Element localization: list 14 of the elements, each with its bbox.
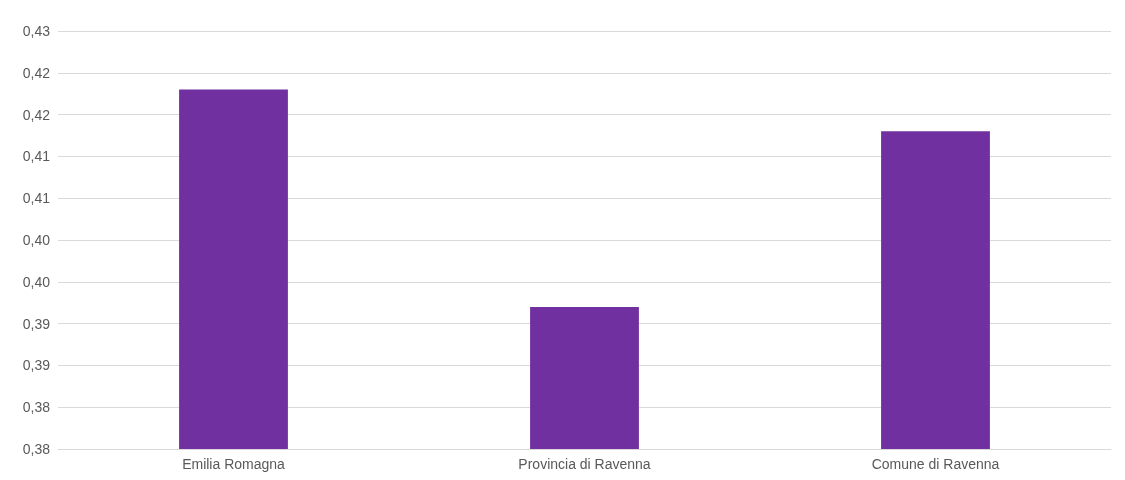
y-tick-label: 0,38 — [22, 399, 51, 416]
y-tick-label: 0,42 — [22, 64, 51, 81]
y-tick-label: 0,42 — [22, 106, 51, 123]
x-tick-label: Emilia Romagna — [182, 456, 286, 472]
y-tick-label: 0,43 — [22, 23, 51, 39]
y-tick-label: 0,38 — [22, 441, 51, 457]
x-tick-label: Comune di Ravenna — [871, 456, 1000, 472]
y-tick-label: 0,40 — [22, 273, 51, 290]
y-tick-label: 0,39 — [22, 357, 51, 374]
y-tick-label: 0,41 — [22, 148, 51, 165]
y-tick-label: 0,41 — [22, 190, 51, 207]
x-tick-label: Provincia di Ravenna — [518, 456, 651, 472]
y-tick-label: 0,40 — [22, 232, 51, 248]
y-tick-label: 0,39 — [22, 315, 51, 332]
